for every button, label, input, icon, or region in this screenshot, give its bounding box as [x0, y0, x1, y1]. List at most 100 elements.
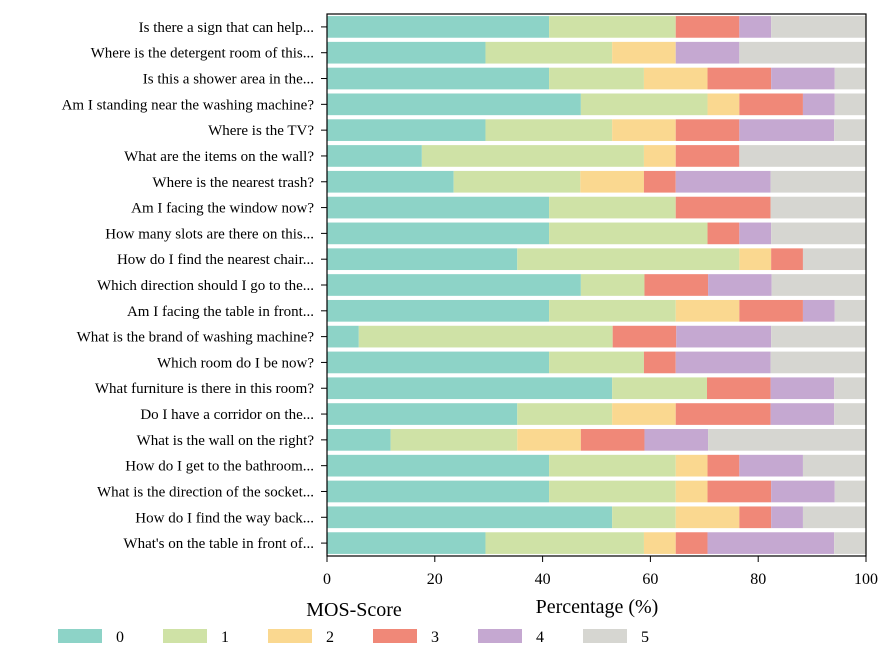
bar-segment-score-5 — [834, 377, 866, 400]
bar-segment-score-1 — [549, 454, 676, 477]
bar-segment-score-2 — [675, 454, 708, 477]
category-label: What furniture is there in this room? — [95, 381, 314, 397]
category-label: Am I standing near the washing machine? — [62, 97, 315, 113]
bar-segment-score-1 — [549, 351, 644, 374]
bar-segment-score-0 — [327, 351, 550, 374]
bar-segment-score-5 — [834, 480, 866, 503]
bar-segment-score-5 — [771, 325, 866, 348]
bar-segment-score-3 — [707, 454, 740, 477]
bar-segment-score-4 — [739, 119, 835, 141]
bar-segment-score-0 — [327, 274, 581, 296]
bar-segment-score-0 — [327, 532, 486, 554]
plot-frame — [326, 13, 867, 557]
legend-label-score-2: 2 — [326, 629, 334, 646]
bar-segment-score-5 — [770, 196, 866, 219]
bar-segment-score-3 — [707, 480, 772, 503]
bar-segment-score-0 — [327, 299, 550, 322]
bar-segment-score-1 — [485, 532, 644, 554]
category-labels: Is there a sign that can help... Where is… — [62, 20, 327, 552]
bar-segment-score-2 — [675, 299, 740, 322]
bar-segment-score-5 — [802, 248, 866, 271]
bar-segment-score-0 — [327, 222, 550, 245]
bar-segment-score-1 — [612, 377, 707, 400]
category-label: Which room do I be now? — [157, 355, 314, 371]
bar-segment-score-5 — [771, 222, 866, 245]
legend-title: MOS-Score — [306, 599, 402, 621]
bar-segment-score-1 — [485, 119, 613, 141]
bar-segment-score-2 — [739, 248, 772, 271]
bar-segment-score-4 — [676, 325, 772, 348]
category-label: Where is the TV? — [208, 123, 314, 139]
x-axis-title: Percentage (%) — [536, 596, 659, 618]
bar-segment-score-3 — [643, 351, 676, 374]
bar-segment-score-4 — [802, 299, 835, 322]
bar-segment-score-1 — [580, 93, 708, 116]
bar-segment-score-0 — [327, 377, 613, 400]
bar-segment-score-1 — [549, 480, 676, 503]
category-label: What's on the table in front of... — [123, 536, 314, 552]
bar-segment-score-1 — [517, 403, 613, 425]
bar-segment-score-0 — [327, 506, 613, 529]
x-axis: 0 20 40 60 80 100 — [323, 556, 878, 588]
bar-segment-score-4 — [771, 480, 835, 503]
legend: 0 1 2 3 4 5 — [58, 629, 649, 646]
bar-segment-score-4 — [708, 274, 772, 296]
bar-segment-score-1 — [358, 325, 613, 348]
bar-segment-score-2 — [643, 67, 708, 90]
legend-swatch-score-0 — [58, 629, 102, 643]
category-label: Which direction should I go to the... — [97, 278, 314, 294]
bar-segment-score-5 — [834, 403, 866, 425]
legend-label-score-4: 4 — [536, 629, 544, 646]
bar-segment-score-4 — [770, 377, 835, 400]
bar-segment-score-2 — [517, 429, 581, 451]
bar-segment-score-1 — [580, 274, 645, 296]
legend-swatch-score-2 — [268, 629, 312, 643]
category-label: Is this a shower area in the... — [143, 72, 314, 88]
category-label: How do I find the nearest chair... — [117, 252, 314, 268]
bar-segment-score-4 — [739, 222, 772, 245]
bar-segment-score-0 — [327, 67, 550, 90]
bar-segment-score-3 — [739, 93, 803, 116]
bar-segment-score-4 — [770, 403, 835, 425]
bar-segment-score-4 — [675, 351, 771, 374]
x-tick-label: 100 — [854, 571, 878, 588]
bar-segment-score-2 — [643, 532, 676, 554]
category-label: Is there a sign that can help... — [139, 20, 314, 36]
bar-segment-score-2 — [675, 480, 708, 503]
legend-label-score-5: 5 — [641, 629, 649, 646]
category-label: Am I facing the table in front... — [127, 304, 314, 320]
x-tick-label: 80 — [750, 571, 766, 588]
x-tick-label: 0 — [323, 571, 331, 588]
bar-segment-score-4 — [771, 506, 803, 529]
bar-segment-score-5 — [739, 145, 866, 167]
bar-segment-score-4 — [707, 532, 835, 554]
bar-segment-score-1 — [549, 196, 676, 219]
bar-segment-score-2 — [612, 403, 676, 425]
bar-segment-score-1 — [549, 67, 644, 90]
bar-segment-score-1 — [612, 506, 676, 529]
legend-swatch-score-5 — [583, 629, 627, 643]
bar-segment-score-0 — [327, 93, 581, 116]
bar-segment-score-1 — [517, 248, 740, 271]
bar-segment-score-3 — [675, 145, 740, 167]
bar-segment-score-4 — [675, 41, 740, 64]
legend-swatch-score-3 — [373, 629, 417, 643]
bar-segment-score-2 — [580, 170, 644, 193]
bar-segment-score-5 — [770, 351, 866, 374]
bar-segment-score-2 — [643, 145, 676, 167]
category-label: What is the direction of the socket... — [97, 484, 314, 500]
bar-segment-score-1 — [390, 429, 518, 451]
legend-swatch-score-1 — [163, 629, 207, 643]
bar-segment-score-5 — [834, 93, 866, 116]
bar-segment-score-5 — [802, 506, 866, 529]
bar-segment-score-2 — [612, 119, 676, 141]
bar-segment-score-3 — [644, 274, 709, 296]
bar-segment-score-0 — [327, 41, 486, 64]
bar-segment-score-3 — [675, 119, 740, 141]
bar-segment-score-4 — [675, 170, 771, 193]
bar-segment-score-3 — [612, 325, 677, 348]
bar-segment-score-0 — [327, 196, 550, 219]
bar-segment-score-3 — [675, 196, 771, 219]
bar-segment-score-0 — [327, 170, 454, 193]
bar-segment-score-5 — [802, 454, 866, 477]
